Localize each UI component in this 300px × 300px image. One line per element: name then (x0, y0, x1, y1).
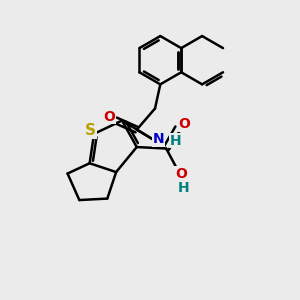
Text: N: N (153, 132, 165, 146)
Text: O: O (103, 110, 115, 124)
Text: H: H (178, 181, 190, 195)
Text: H: H (170, 134, 182, 148)
Text: O: O (178, 117, 190, 131)
Text: S: S (85, 123, 96, 138)
Text: O: O (175, 167, 187, 181)
